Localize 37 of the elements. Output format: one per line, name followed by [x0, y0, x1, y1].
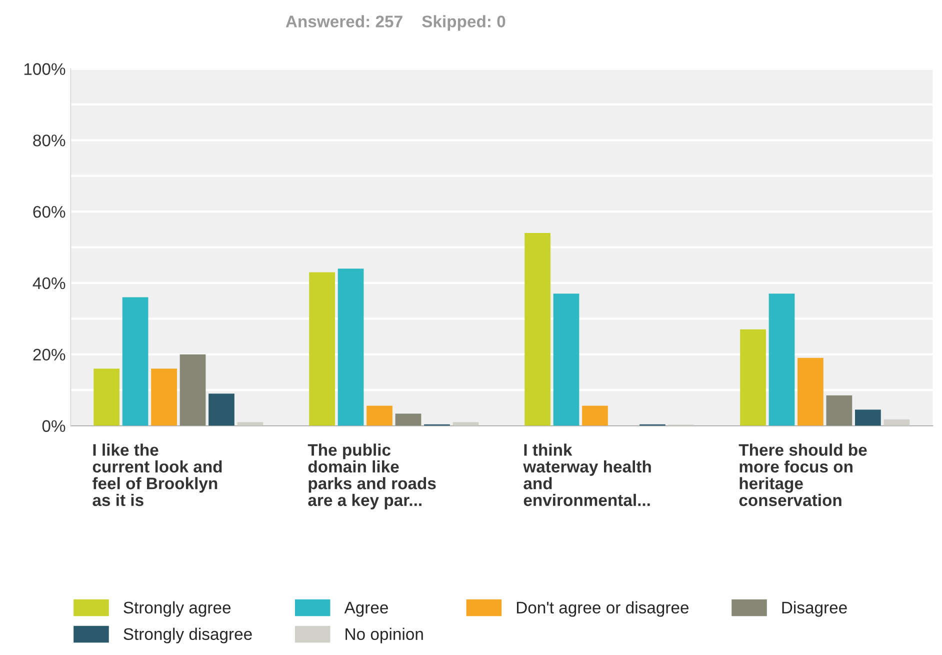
bar — [122, 297, 148, 426]
x-tick-label: I like the current look and feel of Brooklyn as it is — [92, 444, 222, 506]
bar — [180, 354, 206, 426]
bar — [553, 294, 580, 426]
y-tick-label: 100% — [24, 63, 66, 75]
y-tick-label: 40% — [32, 277, 66, 290]
chart-title: Answered: 257 Skipped: 0 — [286, 15, 506, 31]
y-tick-label: 80% — [33, 134, 66, 146]
bar — [740, 329, 766, 426]
legend-label: Disagree — [782, 601, 847, 617]
bar — [884, 419, 910, 426]
legend-label: Strongly disagree — [124, 628, 252, 644]
y-tick-label: 20% — [33, 348, 66, 361]
bar — [826, 395, 852, 426]
bar — [395, 414, 422, 426]
bar — [338, 268, 364, 426]
bar — [798, 358, 824, 426]
bar — [366, 406, 392, 426]
y-tick-label: 60% — [33, 206, 66, 218]
legend-label: Don't agree or disagree — [516, 601, 689, 617]
legend-label: Strongly agree — [124, 601, 231, 617]
legend-label: No opinion — [346, 628, 423, 644]
bar — [452, 422, 479, 426]
x-tick-label: The public domain like parks and roads are a key par... — [308, 444, 436, 510]
bar — [524, 232, 550, 426]
x-tick-label: I think waterway health and environmental... — [523, 444, 651, 506]
bar — [582, 406, 608, 426]
bar — [151, 368, 177, 426]
y-tick-label: 0% — [42, 420, 66, 432]
bar — [94, 368, 120, 426]
x-tick-label: There should be more focus on heritage conservation — [738, 444, 867, 506]
bar — [768, 294, 795, 426]
bar — [237, 422, 264, 426]
legend-label: Agree — [344, 602, 388, 617]
bar — [855, 410, 881, 426]
bar — [208, 394, 234, 426]
bar — [309, 272, 335, 426]
